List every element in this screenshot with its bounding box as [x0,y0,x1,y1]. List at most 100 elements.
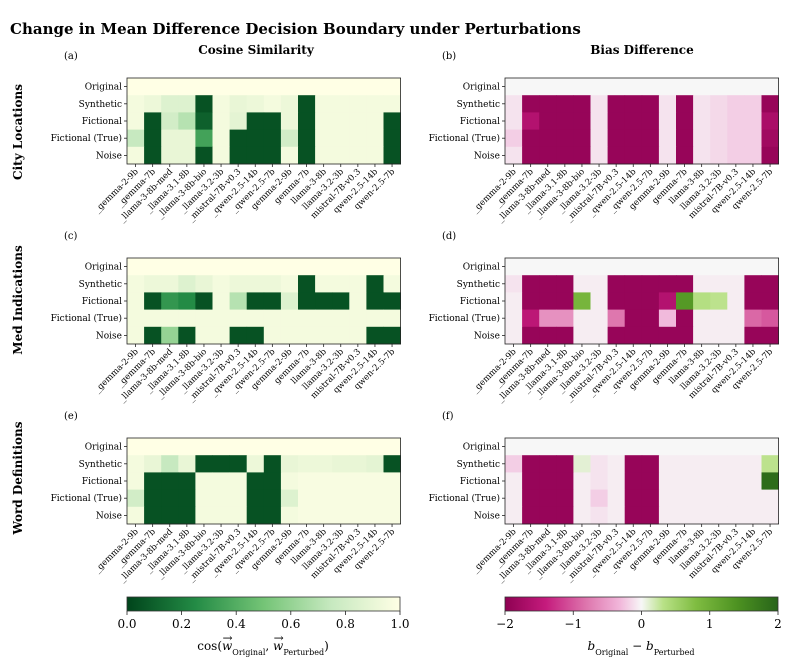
heatmap-cell [383,95,401,113]
heatmap-cell [263,506,282,525]
colorbar-bias-label: bOriginal − bPerturbed [588,639,695,657]
heatmap-cell [727,309,745,328]
heatmap-cell [263,455,282,473]
heatmap-cell [505,309,523,328]
row-title-med: Med Indications [11,245,25,355]
heatmap-cell [658,489,677,508]
heatmap-cell [641,455,660,473]
heatmap-cell [710,275,728,293]
panel-label: (a) [64,51,78,62]
heatmap-cell [744,489,762,508]
heatmap-cell [298,275,316,293]
colorbar-tick-label: 0.4 [227,617,246,631]
heatmap-cell [573,506,591,525]
heatmap-cell [144,258,162,276]
heatmap-cell [522,455,540,473]
heatmap-cell [263,258,282,276]
heatmap-cell [727,292,745,310]
heatmap-cell [556,438,574,456]
heatmap-cell [710,292,728,310]
panel-label: (e) [64,411,78,422]
heatmap-cell [178,78,196,96]
heatmap-cell [246,129,265,148]
heatmap-cell [315,489,333,508]
heatmap-panel-f: (f) Original Synthetic Fictional Fictional (… [429,411,780,585]
heatmap-cell [212,78,230,96]
heatmap-cell [727,438,745,456]
heatmap-cell [366,292,384,310]
heatmap-cell [144,275,162,293]
heatmap-cell [505,506,523,525]
heatmap-cell [229,129,248,148]
heatmap-cell [590,112,608,130]
heatmap-cell [744,95,762,113]
heatmap-cell [212,438,230,456]
heatmap-cell [539,95,557,113]
heatmap-cell [246,292,265,310]
heatmap-cell [624,326,643,345]
heatmap-cell [658,258,677,276]
heatmap-cell [195,146,213,165]
heatmap-cell [144,95,162,113]
heatmap-cell [161,472,179,490]
heatmap-cell [195,489,213,508]
heatmap-cell [127,95,145,113]
y-tick-label: Original [463,443,500,453]
heatmap-cell [710,489,728,508]
heatmap-cell [556,309,574,328]
heatmap-cell [246,309,265,328]
vector-arrow-1: → [222,631,232,645]
heatmap-cell [263,309,282,328]
heatmap-cell [178,489,196,508]
heatmap-cell [246,112,265,130]
heatmap-cell [641,275,660,293]
heatmap-cell [366,146,384,165]
heatmap-cell [676,489,694,508]
heatmap-cell [761,129,779,148]
heatmap-cell [161,258,179,276]
heatmap-cell [693,275,711,293]
heatmap-cell [349,455,367,473]
heatmap-cell [505,258,523,276]
heatmap-cell [761,78,779,96]
heatmap-cell [624,472,643,490]
heatmap-cell [366,438,384,456]
heatmap-cell [676,112,694,130]
heatmap-cell [744,129,762,148]
heatmap-cell [383,309,401,328]
heatmap-cell [744,326,762,345]
heatmap-cell [505,146,523,165]
heatmap-cell [556,472,574,490]
panel-label: (d) [442,231,456,242]
heatmap-cell [212,258,230,276]
heatmap-cell [298,326,316,345]
heatmap-cell [315,472,333,490]
heatmap-cell [383,472,401,490]
heatmap-cell [676,275,694,293]
y-tick-label: Fictional [82,297,122,307]
heatmap-cell [127,78,145,96]
heatmap-cell [161,489,179,508]
heatmap-cell [212,146,230,165]
heatmap-cell [195,326,213,345]
heatmap-cell [280,489,299,508]
heatmap-cell [127,489,145,508]
heatmap-cell [761,472,779,490]
colorbar-cosine-gradient [126,596,401,612]
vector-arrow-2: → [274,631,284,645]
heatmap-cell [349,275,367,293]
heatmap-cell [522,95,540,113]
heatmap-cell [263,129,282,148]
heatmap-cell [315,275,333,293]
heatmap-cell [710,309,728,328]
heatmap-cell [727,95,745,113]
heatmap-cell [280,275,299,293]
heatmap-cell [624,112,643,130]
heatmap-cell [298,438,316,456]
heatmap-cell [607,309,626,328]
heatmap-cell [366,506,384,525]
heatmap-cell [522,129,540,148]
heatmap-cell [212,309,230,328]
heatmap-cell [539,112,557,130]
heatmap-cell [383,326,401,345]
